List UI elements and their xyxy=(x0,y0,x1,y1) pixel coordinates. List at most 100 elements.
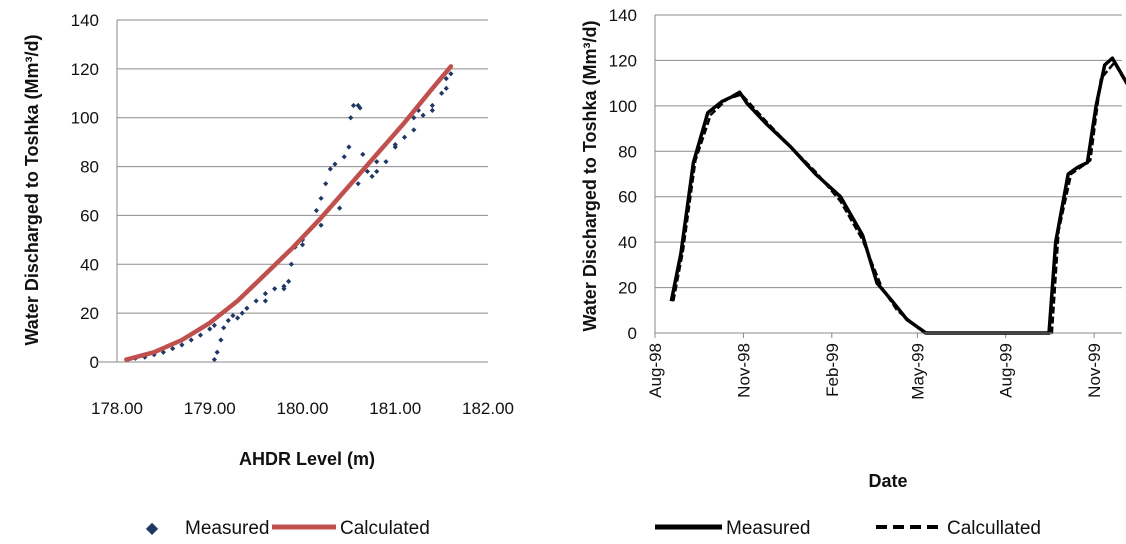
measured-point xyxy=(369,173,375,179)
left-x-tick-label: 181.00 xyxy=(369,399,421,418)
left-x-tick-label: 182.00 xyxy=(462,399,514,418)
measured-line xyxy=(669,56,1126,335)
measured-point xyxy=(179,342,185,348)
measured-point xyxy=(211,322,217,328)
measured-point xyxy=(360,151,366,157)
right-y-tick-label: 100 xyxy=(609,97,637,116)
left-measured-points xyxy=(125,71,454,363)
measured-point xyxy=(355,102,361,109)
measured-point xyxy=(350,102,357,109)
right-x-axis-label: Date xyxy=(868,471,907,491)
measured-point xyxy=(383,159,389,165)
measured-point xyxy=(355,181,361,187)
left-y-axis-label: Water Discharged to Toshka (Mm³/d) xyxy=(22,34,42,345)
measured-point xyxy=(357,105,363,111)
right-y-tick-label: 40 xyxy=(618,233,637,252)
left-legend-calculated-label: Calculated xyxy=(340,518,430,539)
measured-point xyxy=(341,154,347,160)
left-y-tick-label: 40 xyxy=(80,255,99,274)
measured-point xyxy=(234,315,241,321)
left-y-tick-label: 60 xyxy=(80,206,99,225)
right-x-tick-label: May-99 xyxy=(908,343,927,400)
measured-point xyxy=(420,112,426,118)
measured-point xyxy=(429,107,435,113)
right-y-tick-label: 140 xyxy=(609,6,637,25)
right-legend-measured-label: Measured xyxy=(726,518,811,539)
measured-point xyxy=(448,71,454,77)
left-legend-measured-marker: ◆ xyxy=(146,520,159,537)
measured-point xyxy=(327,166,333,172)
right-y-tick-labels: 0 20 40 60 80 100 120 140 xyxy=(609,6,637,343)
measured-point xyxy=(346,144,352,150)
left-x-axis-label: AHDR Level (m) xyxy=(239,449,375,469)
measured-point xyxy=(207,326,213,332)
right-y-tick-label: 20 xyxy=(618,279,637,298)
measured-point xyxy=(142,354,148,360)
measured-point xyxy=(318,222,324,228)
measured-point xyxy=(299,242,306,248)
left-x-tick-label: 178.00 xyxy=(91,399,143,418)
measured-point xyxy=(332,161,338,167)
measured-point xyxy=(239,310,245,316)
measured-point xyxy=(392,141,398,148)
right-x-tick-label: Nov-98 xyxy=(734,343,753,398)
right-gridlines xyxy=(655,14,1122,289)
left-y-tick-label: 140 xyxy=(71,11,99,30)
measured-point xyxy=(374,168,380,175)
right-x-tick-label: Nov-99 xyxy=(1085,343,1104,398)
left-calculated-line xyxy=(124,64,454,362)
right-y-tick-label: 120 xyxy=(609,51,637,70)
right-y-tick-label: 0 xyxy=(628,324,637,343)
left-gridlines xyxy=(117,19,488,314)
measured-point xyxy=(411,127,417,133)
right-x-tick-label: Aug-99 xyxy=(997,343,1016,398)
measured-point xyxy=(197,332,204,338)
right-y-tick-label: 60 xyxy=(618,188,637,207)
measured-point xyxy=(411,115,417,121)
left-x-tick-label: 180.00 xyxy=(277,399,329,418)
measured-point xyxy=(170,345,176,352)
measured-point xyxy=(323,181,329,187)
measured-point xyxy=(253,298,259,304)
measured-point xyxy=(214,349,220,355)
measured-point xyxy=(281,286,287,292)
calcullated-line xyxy=(672,61,1126,335)
measured-point xyxy=(221,325,227,331)
measured-point xyxy=(374,159,380,165)
measured-point xyxy=(401,134,408,140)
measured-point xyxy=(429,102,435,109)
right-legend-calcullated-label: Calcullated xyxy=(947,518,1041,539)
measured-point xyxy=(439,90,445,96)
left-legend-measured-label: Measured xyxy=(185,518,270,539)
measured-point xyxy=(443,85,449,91)
right-series-lines xyxy=(669,56,1126,335)
left-y-tick-label: 80 xyxy=(80,158,99,177)
right-x-tick-labels: Aug-98Nov-98Feb-99May-99Aug-99Nov-99Feb-… xyxy=(646,333,1104,400)
measured-point xyxy=(230,312,236,319)
measured-point xyxy=(337,205,343,211)
measured-point xyxy=(244,305,250,311)
calculated-line xyxy=(124,64,454,362)
measured-point xyxy=(211,356,217,363)
measured-point xyxy=(272,286,278,292)
measured-point xyxy=(364,168,371,175)
left-x-tick-label: 179.00 xyxy=(184,399,236,418)
right-y-axis-label: Water Discharged to Toshka (Mm³/d) xyxy=(580,20,600,331)
measured-point xyxy=(285,278,292,284)
measured-point xyxy=(188,337,194,343)
measured-point xyxy=(348,115,354,121)
left-y-tick-label: 0 xyxy=(90,353,99,372)
right-x-tick-label: Feb-99 xyxy=(823,343,842,397)
left-y-tick-labels: 0 20 40 60 80 100 120 140 xyxy=(71,11,99,372)
measured-point xyxy=(218,337,224,343)
measured-point xyxy=(313,207,320,214)
measured-point xyxy=(225,317,231,324)
measured-point xyxy=(318,195,324,201)
left-y-tick-label: 100 xyxy=(71,109,99,128)
left-y-tick-label: 120 xyxy=(71,60,99,79)
measured-point xyxy=(262,291,268,297)
measured-point xyxy=(288,261,294,267)
right-x-tick-label: Aug-98 xyxy=(646,343,665,398)
measured-point xyxy=(262,298,268,304)
